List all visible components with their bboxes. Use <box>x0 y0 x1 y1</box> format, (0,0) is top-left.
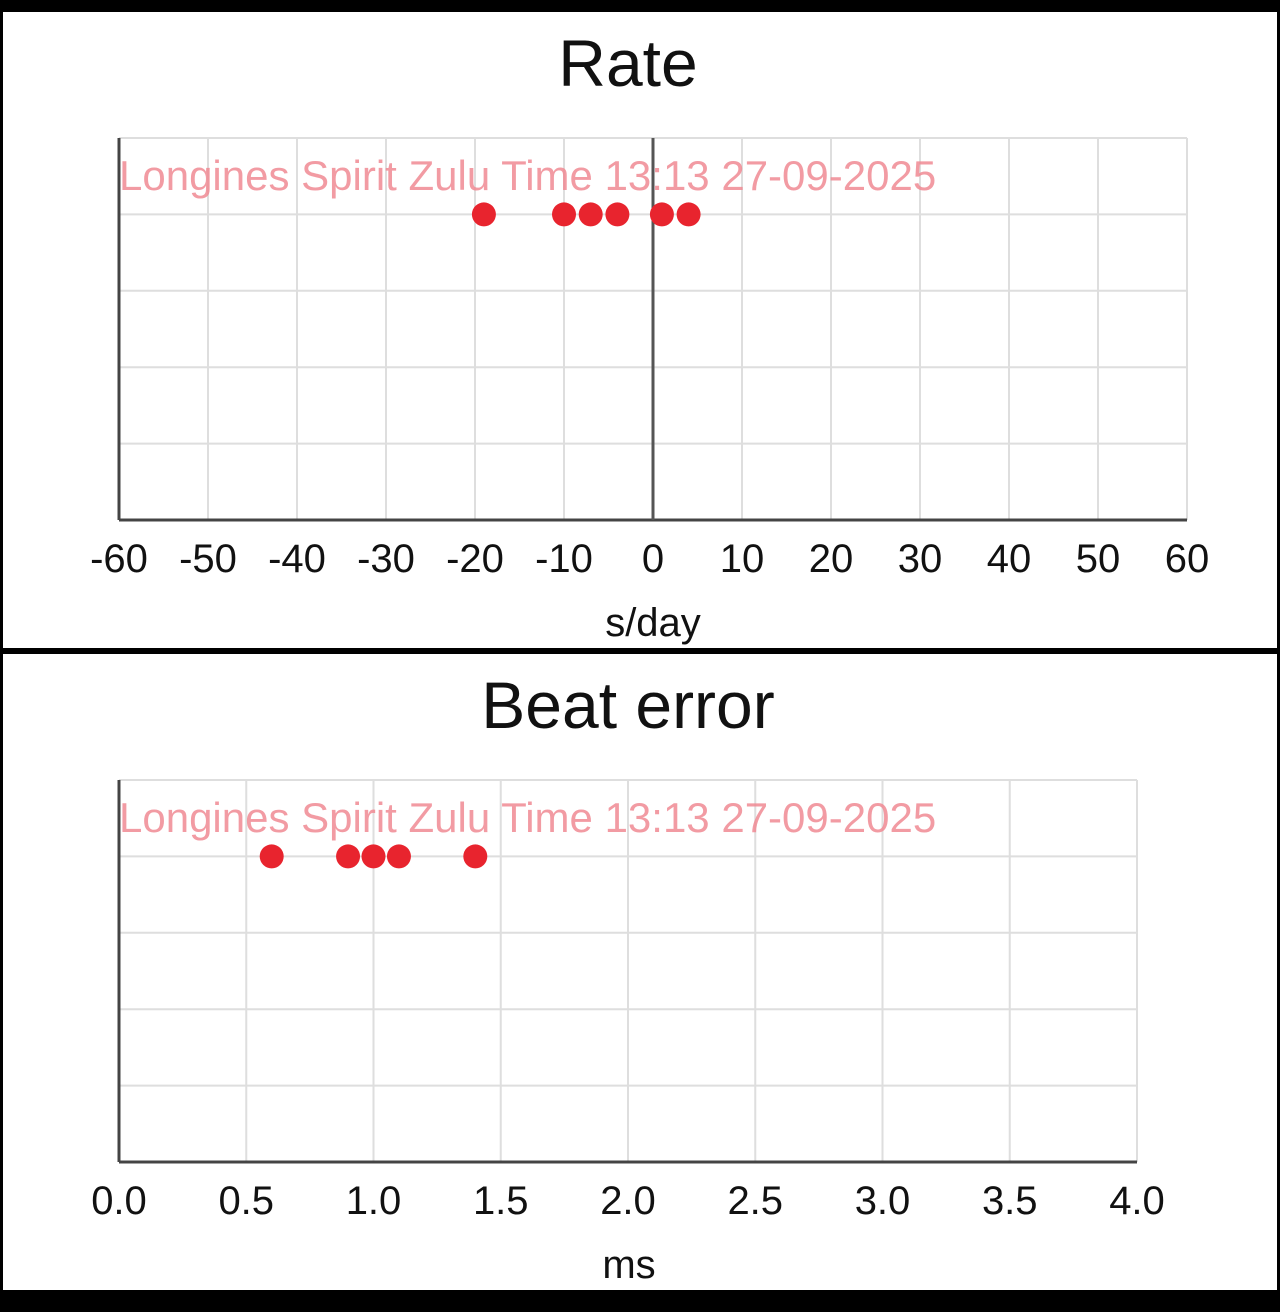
x-tick-label: 0 <box>642 537 664 581</box>
data-point <box>259 844 284 869</box>
data-point <box>463 844 488 869</box>
x-tick-label: 30 <box>898 537 943 581</box>
x-tick-label: -50 <box>179 537 237 581</box>
chart-annotation: Longines Spirit Zulu Time 13:13 27-09-20… <box>119 794 936 841</box>
x-tick-label: 0.0 <box>91 1179 147 1223</box>
x-tick-label: 50 <box>1076 537 1121 581</box>
x-tick-label: 1.0 <box>346 1179 402 1223</box>
x-tick-label: -30 <box>357 537 415 581</box>
rate-chart-panel: Rate -60 -50 -40 -30 -20 -10 0 10 20 30 40 50 60 Lon… <box>3 12 1277 648</box>
x-tick-label: 4.0 <box>1109 1179 1165 1223</box>
x-tick-label: 3.0 <box>855 1179 911 1223</box>
data-point <box>552 202 576 227</box>
x-tick-label: 60 <box>1165 537 1210 581</box>
chart-title: Rate <box>558 26 697 100</box>
x-tick-label: -20 <box>446 537 504 581</box>
x-tick-label: -40 <box>268 537 326 581</box>
x-tick-label: 0.5 <box>218 1179 274 1223</box>
beat-error-chart-panel: Beat error 0.0 0.5 1.0 1.5 2.0 2.5 3.0 3.5 4.0 L… <box>3 654 1277 1290</box>
x-tick-label: 3.5 <box>982 1179 1038 1223</box>
x-axis-title: s/day <box>605 601 701 645</box>
x-axis-title: ms <box>602 1243 655 1287</box>
x-tick-label: 2.0 <box>600 1179 656 1223</box>
data-point <box>649 202 674 227</box>
rate-chart: Rate -60 -50 -40 -30 -20 -10 0 10 20 30 40 50 60 Lon… <box>90 26 1210 645</box>
data-point <box>361 844 386 869</box>
x-tick-label: 20 <box>809 537 854 581</box>
chart-title: Beat error <box>481 668 774 742</box>
beat-error-chart: Beat error 0.0 0.5 1.0 1.5 2.0 2.5 3.0 3.5 4.0 L… <box>91 668 1165 1287</box>
x-tick-label: 40 <box>987 537 1032 581</box>
data-point <box>386 844 411 869</box>
x-tick-label: 2.5 <box>727 1179 783 1223</box>
x-tick-label: -60 <box>90 537 148 581</box>
x-tick-label: 1.5 <box>473 1179 529 1223</box>
x-tick-label: -10 <box>535 537 593 581</box>
data-point <box>605 202 630 227</box>
data-point <box>471 202 496 227</box>
x-tick-label: 10 <box>720 537 765 581</box>
data-point <box>578 202 603 227</box>
chart-annotation: Longines Spirit Zulu Time 13:13 27-09-20… <box>119 152 936 199</box>
data-point <box>676 202 701 227</box>
data-point <box>336 844 361 869</box>
